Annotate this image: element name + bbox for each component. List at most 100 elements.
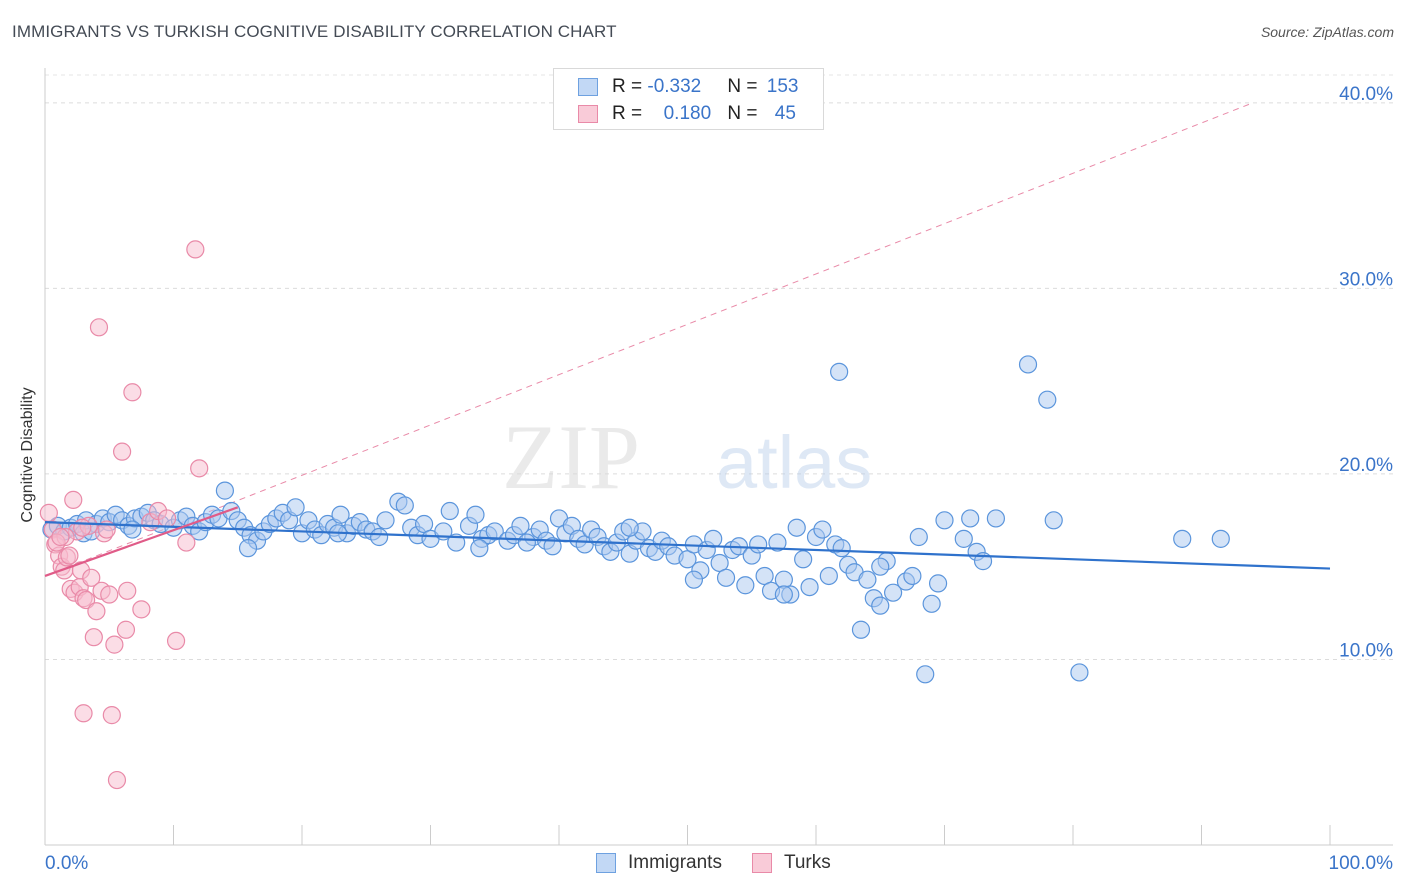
turks-point [74, 704, 93, 723]
immigrants-point [1038, 390, 1057, 409]
r-value: 0.180 [663, 103, 712, 124]
turks-point [64, 490, 83, 509]
immigrants-point [466, 505, 485, 524]
turks-point [116, 620, 136, 639]
legend-label-immigrants: Immigrants [628, 852, 722, 873]
immigrants-point [749, 535, 768, 554]
legend-row-turks: R = 0.180 N = 45 [578, 101, 796, 127]
turks-point [105, 635, 124, 654]
watermark-zip: ZIP [502, 406, 640, 508]
turks-point [177, 533, 196, 552]
immigrants-point [286, 498, 305, 517]
stats-legend: R = -0.332 N = 153 R = 0.180 N = 45 [553, 68, 824, 130]
immigrants-point [871, 557, 890, 576]
turks-point [123, 383, 142, 402]
immigrants-point [794, 550, 813, 569]
immigrants-point [123, 520, 142, 539]
turks-point [102, 706, 121, 725]
turks-point [84, 628, 103, 647]
turks-point [132, 600, 151, 619]
immigrants-point [832, 539, 851, 558]
legend-item-immigrants[interactable]: Immigrants [596, 852, 722, 874]
immigrants-point [736, 576, 755, 595]
turks-trend-extension [44, 102, 1254, 577]
immigrants-swatch [578, 78, 598, 96]
n-label: N = [727, 103, 763, 124]
immigrants-point [774, 585, 793, 604]
r-value: -0.332 [647, 76, 702, 97]
immigrants-point [787, 518, 806, 537]
turks-point [118, 581, 137, 600]
immigrants-points [42, 355, 1230, 684]
immigrants-point [1173, 529, 1192, 548]
immigrants-point [517, 533, 536, 552]
immigrants-point [511, 516, 530, 535]
immigrants-point [1070, 663, 1089, 682]
turks-point [87, 602, 106, 621]
immigrants-point [909, 527, 928, 547]
turks-point [157, 509, 177, 528]
r-label: R = [612, 103, 648, 124]
immigrants-point [704, 529, 723, 548]
immigrants-point [928, 574, 948, 593]
immigrants-point [543, 537, 562, 556]
immigrants-point [370, 527, 389, 547]
source-credit: Source: ZipAtlas.com [1260, 24, 1394, 40]
turks-point [73, 518, 92, 537]
watermark: ZIP atlas [502, 406, 872, 508]
chart-title: IMMIGRANTS VS TURKISH COGNITIVE DISABILI… [12, 22, 617, 41]
axes [44, 68, 1393, 846]
y-tick-label: 40.0% [1339, 84, 1393, 105]
tick-labels: 10.0% 20.0% 30.0% 40.0% 0.0% 100.0% [45, 84, 1393, 874]
immigrants-point [851, 620, 871, 639]
immigrants-point [986, 509, 1006, 528]
n-value: 153 [766, 76, 799, 97]
immigrants-point [716, 568, 736, 587]
turks-swatch [751, 853, 772, 873]
immigrants-point [922, 594, 941, 613]
y-tick-label: 10.0% [1339, 640, 1393, 661]
y-tick-label: 30.0% [1339, 269, 1393, 290]
immigrants-point [954, 529, 973, 548]
immigrants-swatch [596, 853, 616, 873]
turks-trend-line [44, 506, 239, 578]
turks-point [166, 631, 186, 651]
turks-point [77, 590, 96, 610]
trend-lines [44, 506, 1331, 578]
turks-point [60, 546, 79, 565]
x-tick-label: 100.0% [1329, 853, 1394, 874]
immigrants-point [916, 665, 935, 684]
immigrants-point [800, 577, 819, 597]
immigrants-trend-line [44, 521, 1331, 570]
immigrants-point [768, 533, 787, 552]
immigrants-point [961, 509, 980, 528]
immigrants-point [871, 596, 890, 615]
turks-point [89, 318, 109, 337]
immigrants-point [883, 583, 903, 602]
turks-trend-dashed [44, 102, 1254, 577]
immigrants-point [331, 505, 350, 524]
immigrants-point [470, 539, 489, 558]
immigrants-point [1044, 511, 1063, 530]
immigrants-point [903, 566, 922, 586]
x-tick-label: 0.0% [45, 853, 88, 874]
immigrants-point [440, 501, 459, 521]
turks-point [186, 240, 205, 259]
legend-item-turks[interactable]: Turks [751, 852, 831, 874]
legend-label-turks: Turks [783, 852, 831, 873]
immigrants-point [485, 522, 504, 541]
immigrants-point [215, 481, 234, 500]
immigrants-point [238, 539, 258, 558]
immigrants-point [830, 362, 849, 381]
turks-point [51, 527, 70, 547]
r-label: R = [612, 76, 648, 97]
legend-row-immigrants: R = -0.332 N = 153 [578, 74, 798, 100]
immigrants-point [819, 566, 838, 586]
immigrants-point [447, 533, 466, 552]
immigrants-point [1018, 355, 1038, 374]
immigrants-point [1211, 529, 1230, 548]
n-value: 45 [774, 103, 796, 124]
turks-point [107, 770, 127, 790]
turks-point [100, 585, 119, 604]
